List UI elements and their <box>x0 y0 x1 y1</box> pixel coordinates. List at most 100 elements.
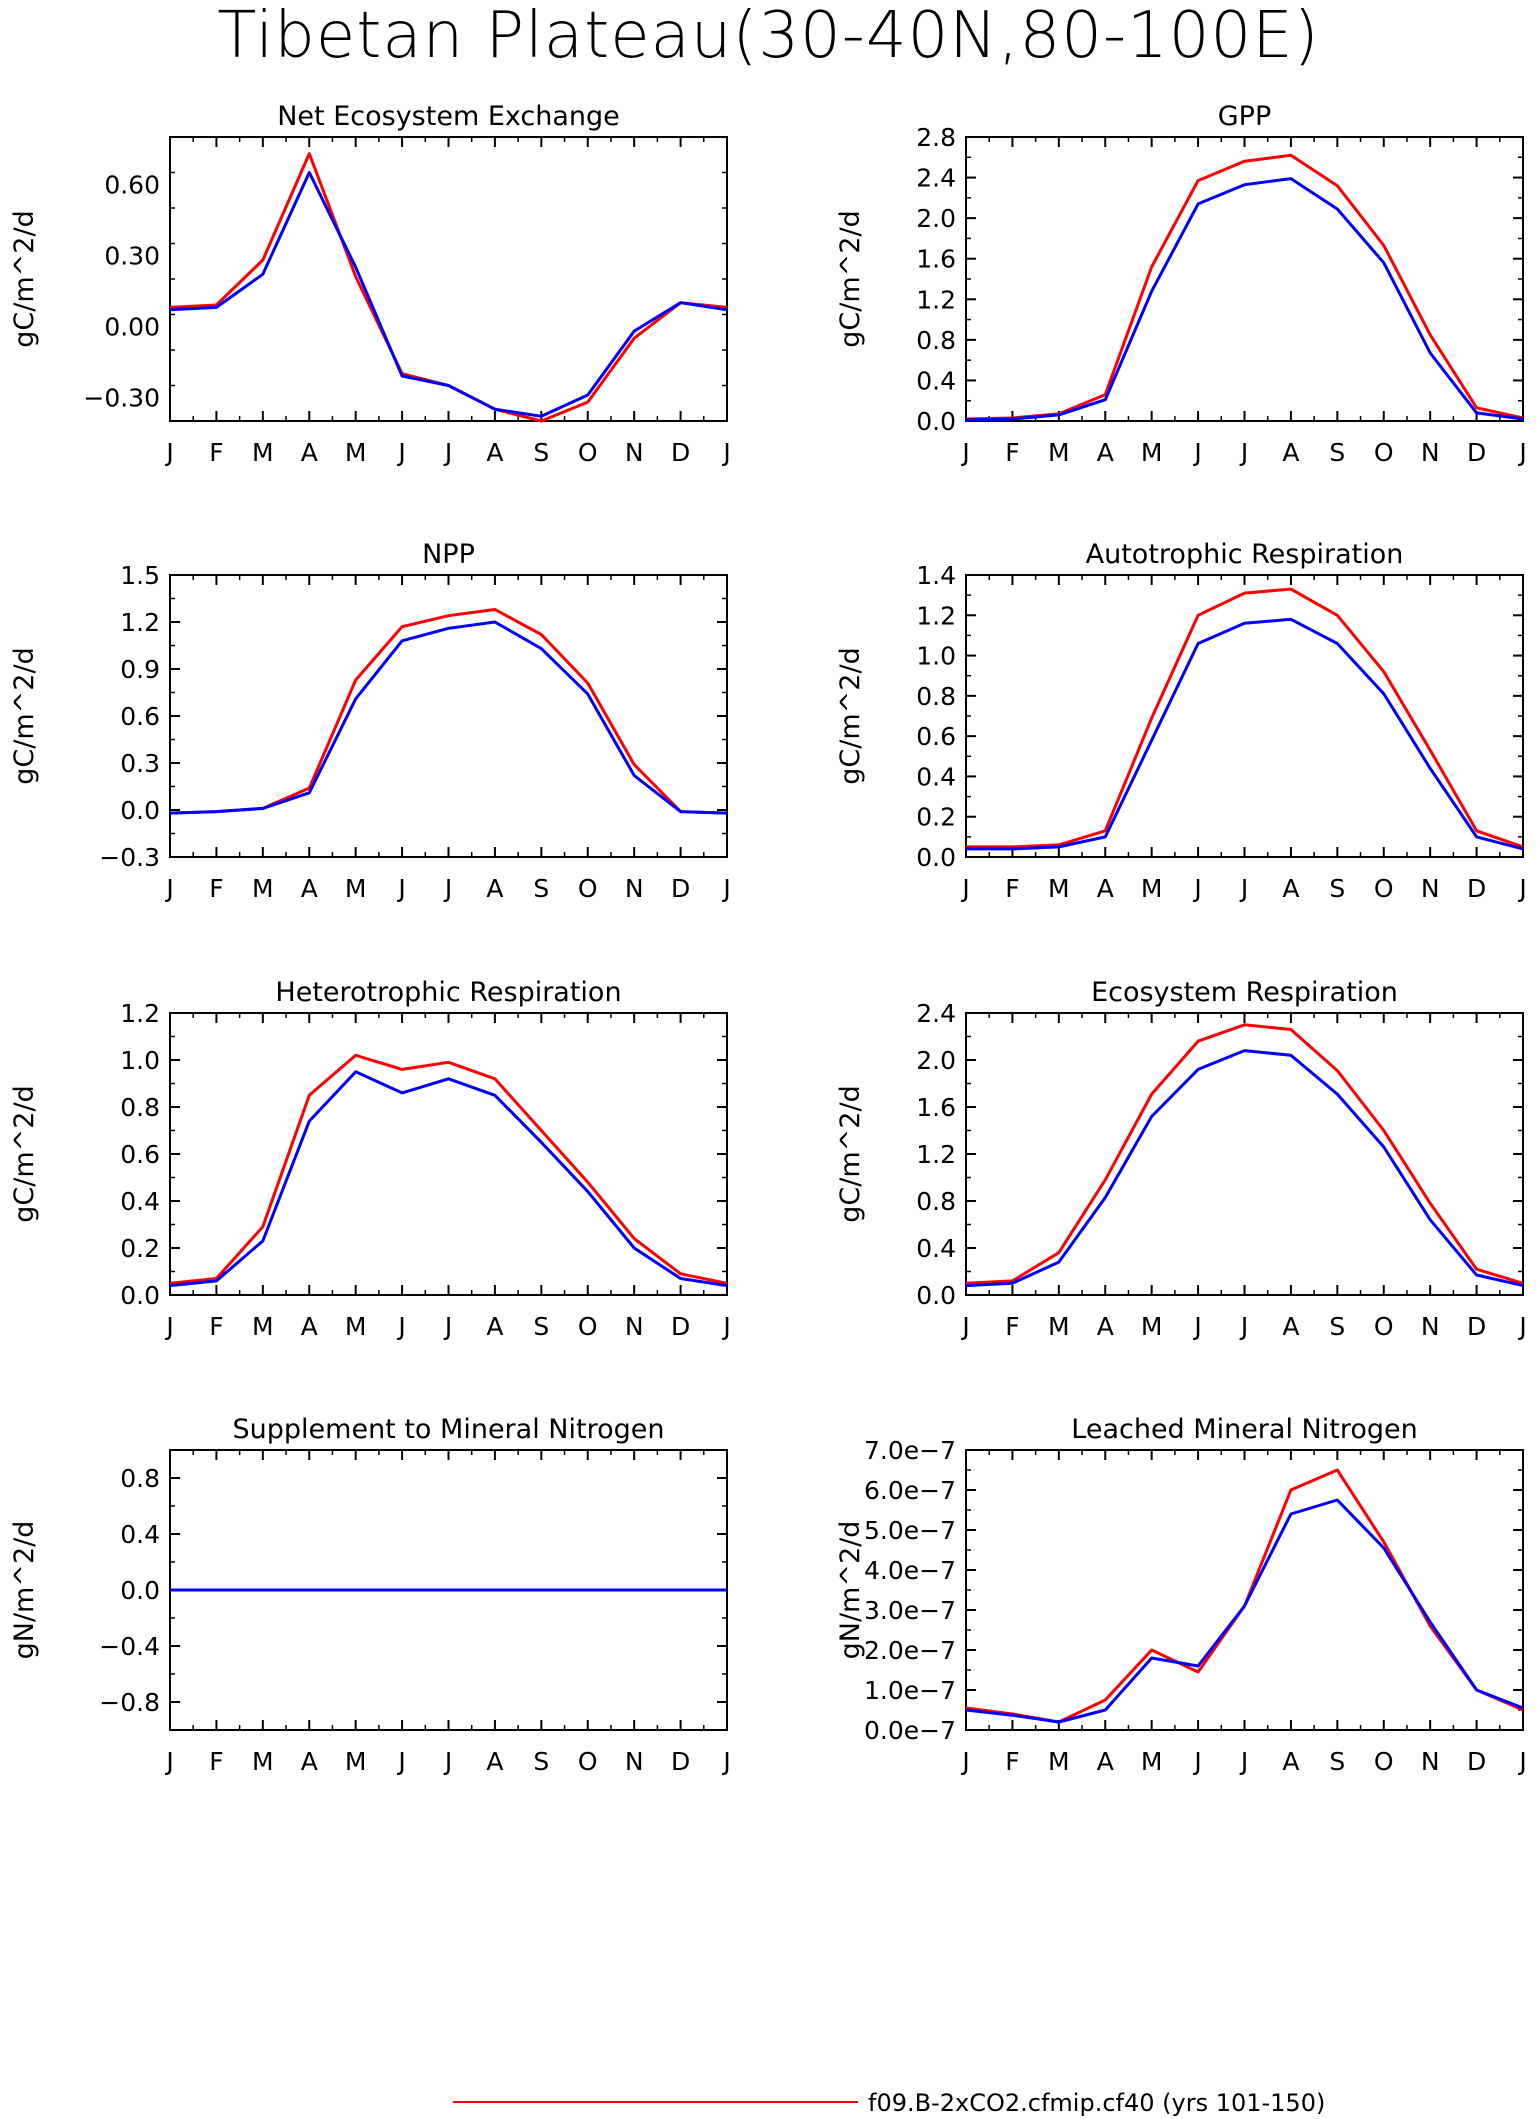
series-line-blue <box>169 1070 728 1288</box>
x-tick-label: M <box>1048 1747 1070 1776</box>
x-tick-label: J <box>1239 1312 1248 1341</box>
x-tick-label: J <box>960 438 969 467</box>
y-tick-label: 0.8 <box>916 1187 956 1216</box>
x-tick-label: J <box>164 1747 173 1776</box>
legend: f09.B-2xCO2.cfmip.cf40 (yrs 101-150) <box>453 2089 1325 2117</box>
x-tick-label: S <box>1329 1312 1345 1341</box>
y-tick-label: 0.6 <box>120 1140 160 1169</box>
series-line-blue <box>966 617 1524 851</box>
x-tick-label: N <box>625 1747 644 1776</box>
y-tick-label: 1.2 <box>120 608 160 637</box>
x-tick-label: J <box>721 438 730 467</box>
series-line-blue <box>965 177 1524 422</box>
x-tick-label: J <box>443 874 452 903</box>
x-tick-label: J <box>960 1747 969 1776</box>
x-tick-label: F <box>209 1312 223 1341</box>
chart-title: Heterotrophic Respiration <box>275 977 621 1008</box>
x-tick-label: A <box>301 438 318 467</box>
x-tick-label: N <box>625 438 644 467</box>
plot-frame <box>965 136 1524 422</box>
x-tick-label: M <box>1048 1312 1070 1341</box>
x-tick-label: J <box>960 1312 969 1341</box>
x-tick-label: D <box>1467 1747 1486 1776</box>
chart-title: Autotrophic Respiration <box>1086 539 1404 570</box>
x-tick-label: M <box>252 1747 274 1776</box>
y-tick-label: 0.0 <box>120 796 160 825</box>
legend-label: f09.B-2xCO2.cfmip.cf40 (yrs 101-150) <box>868 2089 1325 2117</box>
x-tick-label: J <box>721 1312 730 1341</box>
y-tick-label: 0.6 <box>916 722 956 751</box>
chart-title: Leached Mineral Nitrogen <box>1071 1414 1417 1445</box>
plot-frame <box>965 1449 1524 1731</box>
y-tick-label: 2.0 <box>916 204 956 233</box>
x-tick-label: O <box>1374 1747 1394 1776</box>
y-tick-label: 1.6 <box>916 1093 956 1122</box>
x-tick-label: M <box>345 874 367 903</box>
chart-panel: J F M A M J J A S O N D J−0.8−0.40.00.40.8Supplement… <box>9 1414 731 1776</box>
chart-panel: J F M A M J J A S O N D J−0.30.00.30.60.91.21.5NPPgC… <box>9 539 731 903</box>
x-tick-label: D <box>1467 1312 1486 1341</box>
x-tick-label: N <box>1421 438 1440 467</box>
x-tick-label: O <box>1374 1312 1394 1341</box>
x-tick-label: A <box>301 1747 318 1776</box>
plot-frame <box>965 574 1524 858</box>
y-tick-label: 0.4 <box>916 762 956 791</box>
x-tick-label: J <box>396 438 405 467</box>
x-tick-label: O <box>1374 874 1394 903</box>
y-tick-label: 3.0e−7 <box>864 1596 956 1625</box>
x-tick-label: M <box>1141 874 1163 903</box>
y-tick-label: 1.5 <box>120 561 160 590</box>
y-tick-label: 0.4 <box>120 1520 160 1549</box>
series-line-red <box>966 587 1524 849</box>
x-tick-label: M <box>1048 874 1070 903</box>
x-tick-label: J <box>1192 1747 1201 1776</box>
x-tick-label: M <box>252 1312 274 1341</box>
y-tick-label: 0.8 <box>120 1093 160 1122</box>
y-tick-label: 0.0e−7 <box>864 1716 956 1745</box>
x-tick-label: N <box>1421 1747 1440 1776</box>
y-axis-label: gC/m^2/d <box>9 210 40 347</box>
x-tick-label: J <box>1192 1312 1201 1341</box>
x-tick-label: J <box>396 874 405 903</box>
x-tick-label: J <box>164 438 173 467</box>
chart-panel: J F M A M J J A S O N D J0.00.40.81.21.62.02.42.8GPP… <box>835 101 1527 467</box>
x-tick-label: J <box>1517 874 1526 903</box>
x-tick-label: J <box>443 1747 452 1776</box>
x-tick-label: J <box>1239 438 1248 467</box>
y-tick-label: 4.0e−7 <box>864 1556 956 1585</box>
x-tick-label: S <box>1329 1747 1345 1776</box>
x-tick-label: M <box>345 438 367 467</box>
y-tick-label: −0.8 <box>99 1688 160 1717</box>
plot-frame <box>965 1012 1524 1296</box>
x-tick-label: N <box>625 874 644 903</box>
x-tick-label: M <box>345 1312 367 1341</box>
x-tick-label: O <box>578 1312 598 1341</box>
y-tick-label: 0.8 <box>120 1464 160 1493</box>
y-tick-label: 2.0e−7 <box>864 1636 956 1665</box>
y-tick-label: 0.6 <box>120 702 160 731</box>
y-tick-label: 1.4 <box>916 561 956 590</box>
x-tick-label: J <box>164 1312 173 1341</box>
x-tick-label: F <box>1005 1747 1019 1776</box>
x-tick-label: J <box>721 874 730 903</box>
y-tick-label: 1.2 <box>120 999 160 1028</box>
x-tick-label: D <box>671 1312 690 1341</box>
x-tick-label: A <box>1282 1312 1299 1341</box>
y-tick-label: 5.0e−7 <box>864 1516 956 1545</box>
y-tick-label: 0.2 <box>916 803 956 832</box>
x-tick-label: F <box>209 874 223 903</box>
series-line-red <box>169 152 728 423</box>
x-tick-label: S <box>533 438 549 467</box>
series-line-blue <box>965 1498 1524 1724</box>
x-tick-label: J <box>721 1747 730 1776</box>
y-tick-label: 6.0e−7 <box>864 1476 956 1505</box>
y-tick-label: 1.2 <box>916 285 956 314</box>
x-tick-label: A <box>486 438 503 467</box>
x-tick-label: J <box>443 438 452 467</box>
chart-panel: J F M A M J J A S O N D J0.00.40.81.21.62.02.4Ecosys… <box>835 977 1527 1341</box>
series-line-blue <box>965 1049 1524 1288</box>
series-line-red <box>965 1023 1524 1285</box>
y-tick-label: 2.4 <box>916 999 956 1028</box>
y-axis-label: gC/m^2/d <box>9 647 40 784</box>
